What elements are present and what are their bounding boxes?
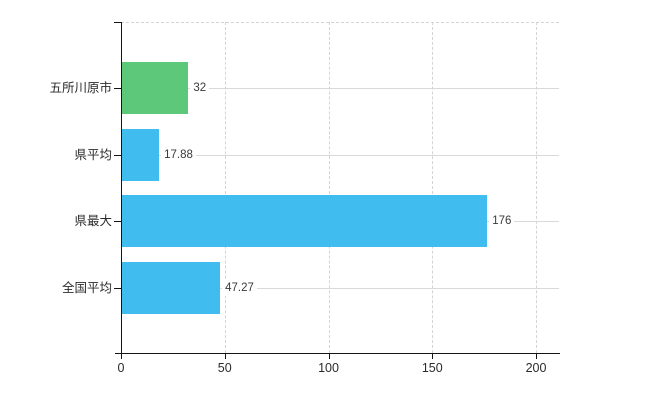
y-gridline [121,88,559,89]
y-axis-label: 全国平均 [61,281,112,295]
x-axis-line [115,353,560,354]
bar[interactable] [122,262,221,314]
y-gridline [121,288,559,289]
y-axis-tick [114,221,121,222]
y-axis-label: 県平均 [74,148,112,162]
x-axis-tick-label: 100 [318,361,339,375]
bar-value-label: 47.27 [222,280,257,296]
bar-value-label: 176 [489,213,515,229]
bar[interactable] [122,62,189,114]
bar-value-label: 32 [190,80,210,96]
y-axis-tick [114,88,121,89]
y-axis-tick [114,288,121,289]
y-axis-top-tick [114,22,121,23]
plot-top-border [121,22,559,23]
x-gridline [328,22,330,353]
x-gridline [432,22,434,353]
x-axis-tick-label: 150 [421,361,443,375]
x-axis-tick [432,354,434,359]
x-axis-tick [224,354,226,359]
x-gridline [224,22,226,353]
bar-value-label: 17.88 [161,147,196,163]
y-axis-label: 五所川原市 [49,81,112,95]
x-axis-tick-label: 0 [117,361,125,375]
bar[interactable] [122,195,488,247]
x-axis-tick-label: 200 [525,361,547,375]
y-axis-label: 県最大 [74,214,112,228]
bar[interactable] [122,129,160,181]
x-axis-tick [328,354,330,359]
y-gridline [121,155,559,156]
x-axis-tick-label: 50 [217,361,232,375]
y-axis-line [121,22,122,358]
x-gridline [536,22,537,353]
x-axis-tick [536,354,537,359]
y-axis-tick [114,155,121,156]
